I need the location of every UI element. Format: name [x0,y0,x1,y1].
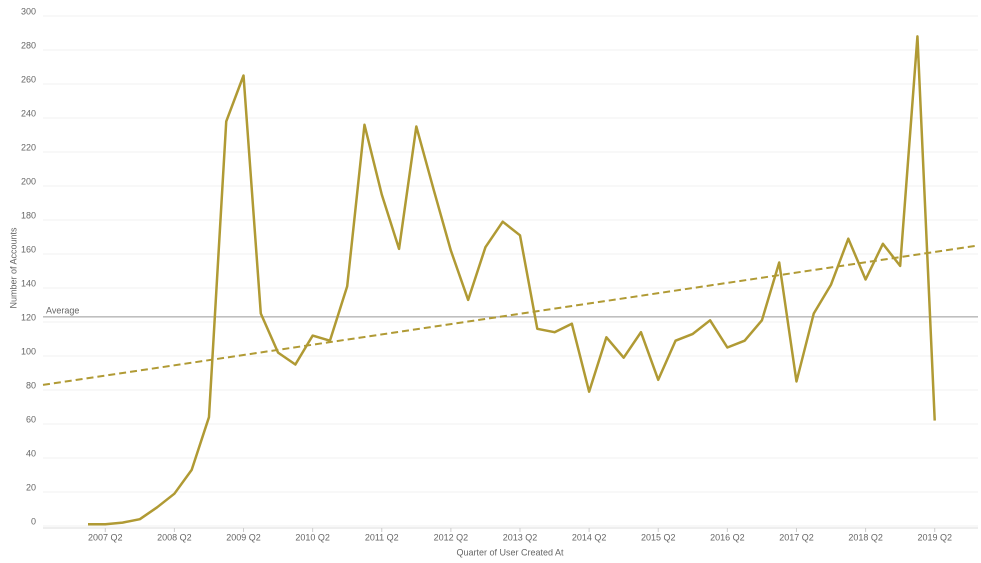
y-tick-label: 120 [21,312,36,322]
y-axis-label: Number of Accounts [8,227,18,309]
y-tick-label: 180 [21,210,36,220]
x-tick-label: 2012 Q2 [434,532,469,542]
y-tick-label: 160 [21,244,36,254]
y-tick-label: 20 [26,482,36,492]
y-tick-label: 60 [26,414,36,424]
y-tick-label: 0 [31,516,36,526]
x-tick-label: 2007 Q2 [88,532,123,542]
y-tick-label: 300 [21,6,36,16]
trend-line [42,244,979,386]
reference-label: Average [46,305,79,315]
x-tick-label: 2008 Q2 [157,532,192,542]
y-tick-label: 220 [21,142,36,152]
y-tick-label: 140 [21,278,36,288]
data-line [88,35,936,526]
x-tick-label: 2014 Q2 [572,532,607,542]
x-tick-label: 2019 Q2 [917,532,952,542]
y-tick-label: 260 [21,74,36,84]
x-tick-label: 2013 Q2 [503,532,538,542]
x-tick-label: 2017 Q2 [779,532,814,542]
y-tick-label: 80 [26,380,36,390]
y-tick-label: 240 [21,108,36,118]
x-tick-label: 2011 Q2 [365,532,399,542]
x-tick-label: 2015 Q2 [641,532,676,542]
x-tick-label: 2018 Q2 [848,532,883,542]
x-axis-label: Quarter of User Created At [456,547,564,557]
y-tick-label: 280 [21,40,36,50]
y-tick-label: 100 [21,346,36,356]
y-tick-label: 40 [26,448,36,458]
y-tick-label: 200 [21,176,36,186]
x-tick-label: 2010 Q2 [295,532,330,542]
x-tick-label: 2016 Q2 [710,532,745,542]
x-tick-label: 2009 Q2 [226,532,261,542]
